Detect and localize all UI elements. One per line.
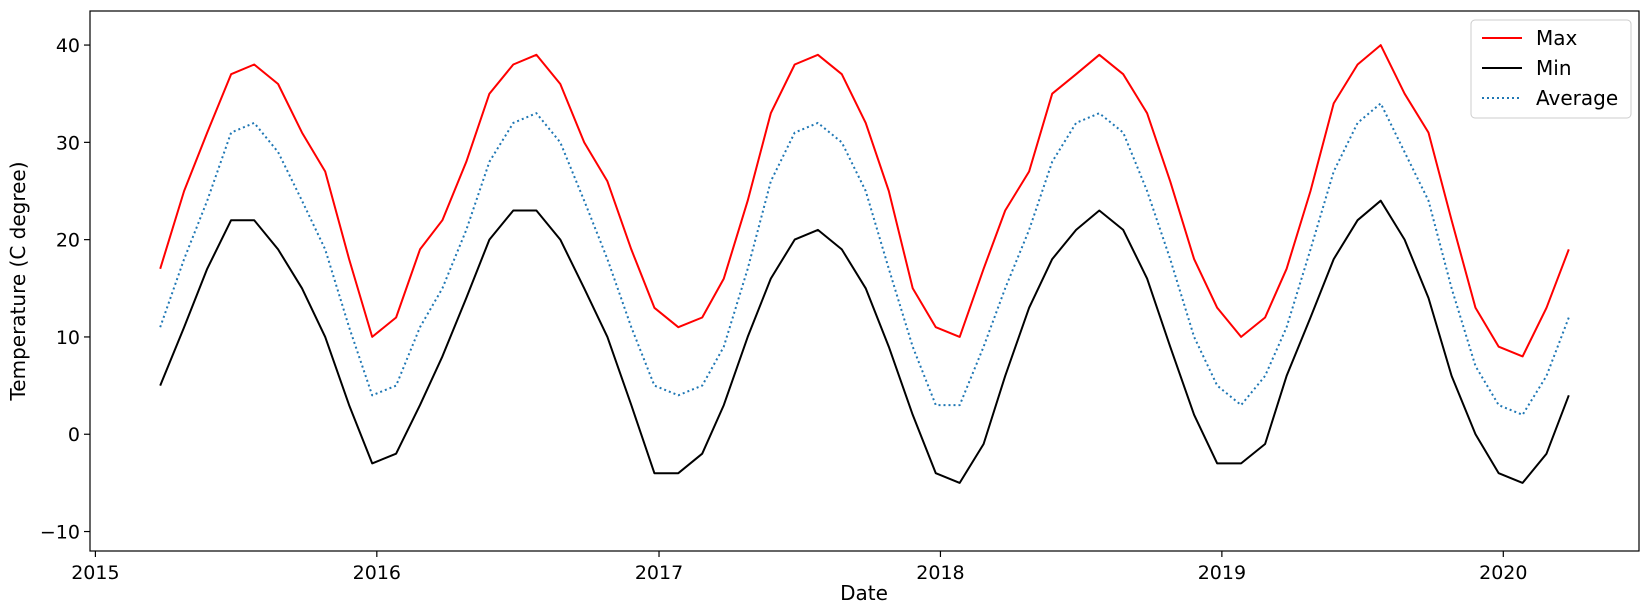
series-layer: [159, 44, 1570, 484]
series-line-max: [159, 44, 1570, 358]
x-axis: 2015 2016 2017 2018 2019 2020: [71, 551, 1527, 584]
legend: Max Min Average: [1470, 19, 1632, 119]
plot-frame: [89, 10, 1640, 552]
x-tick-label: 2015: [71, 562, 119, 584]
legend-label-max: Max: [1536, 26, 1578, 50]
x-tick-label: 2020: [1479, 562, 1527, 584]
x-tick-label: 2019: [1198, 562, 1246, 584]
series-line-average: [159, 102, 1570, 416]
y-axis: −10 0 10 20 30 40: [40, 35, 90, 544]
y-tick-label: −10: [40, 522, 80, 544]
x-tick-label: 2018: [916, 562, 964, 584]
legend-box: [1470, 19, 1632, 119]
y-tick-label: 0: [68, 424, 80, 446]
legend-label-min: Min: [1536, 56, 1572, 80]
y-tick-label: 10: [56, 327, 80, 349]
series-line-min: [159, 199, 1570, 484]
x-axis-label: Date: [840, 581, 888, 605]
y-tick-label: 20: [56, 230, 80, 252]
y-axis-label: Temperature (C degree): [6, 161, 30, 401]
y-tick-label: 40: [56, 35, 80, 57]
legend-label-average: Average: [1536, 86, 1618, 110]
y-tick-label: 30: [56, 132, 80, 154]
x-tick-label: 2017: [635, 562, 683, 584]
x-tick-label: 2016: [353, 562, 401, 584]
